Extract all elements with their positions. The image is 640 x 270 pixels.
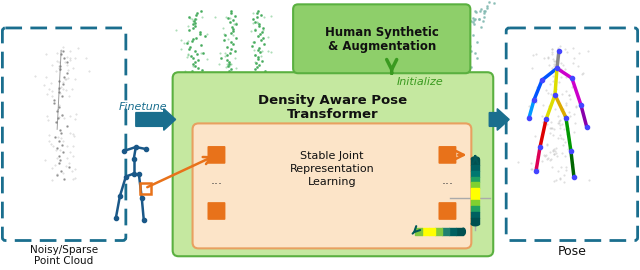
FancyBboxPatch shape xyxy=(207,146,225,164)
Text: Pose: Pose xyxy=(557,245,586,258)
Ellipse shape xyxy=(461,228,465,235)
Ellipse shape xyxy=(471,222,479,226)
FancyBboxPatch shape xyxy=(438,202,456,220)
Text: Density Aware Pose: Density Aware Pose xyxy=(259,94,408,107)
Text: Initialize: Initialize xyxy=(397,77,444,87)
FancyBboxPatch shape xyxy=(293,4,470,73)
FancyBboxPatch shape xyxy=(173,72,493,256)
Text: Transformer: Transformer xyxy=(287,108,379,121)
Text: Representation: Representation xyxy=(289,164,374,174)
FancyBboxPatch shape xyxy=(193,123,471,248)
Text: Learning: Learning xyxy=(308,177,356,187)
Text: & Augmentation: & Augmentation xyxy=(328,40,436,53)
Text: ...: ... xyxy=(442,174,454,187)
FancyBboxPatch shape xyxy=(3,28,126,241)
Text: Stable Joint: Stable Joint xyxy=(300,151,364,161)
FancyBboxPatch shape xyxy=(438,146,456,164)
Text: Human Synthetic: Human Synthetic xyxy=(324,26,438,39)
FancyArrow shape xyxy=(489,109,509,130)
Ellipse shape xyxy=(471,157,479,161)
FancyBboxPatch shape xyxy=(207,202,225,220)
Text: Noisy/Sparse: Noisy/Sparse xyxy=(30,245,98,255)
FancyArrow shape xyxy=(136,109,175,130)
Text: Finetune: Finetune xyxy=(119,102,168,112)
FancyBboxPatch shape xyxy=(506,28,637,241)
Text: Point Cloud: Point Cloud xyxy=(35,256,93,266)
Text: ...: ... xyxy=(211,174,223,187)
